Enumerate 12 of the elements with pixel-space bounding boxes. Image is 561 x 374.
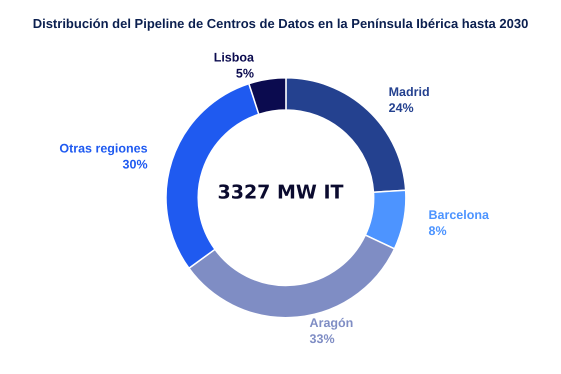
slice-label: Barcelona <box>428 208 490 222</box>
chart-title: Distribución del Pipeline de Centros de Datos en la Península Ibérica hasta 2030 <box>32 16 528 31</box>
data-label: 8% <box>428 224 447 238</box>
slice-label: Aragón <box>310 316 354 330</box>
data-label: 24% <box>388 101 414 116</box>
data-label: 33% <box>310 332 335 346</box>
slice-label: Otras regiones <box>59 141 148 156</box>
data-label: 5% <box>236 66 254 80</box>
slice-label: Madrid <box>388 85 430 100</box>
slice-label: Lisboa <box>214 50 256 64</box>
text: 3327 MW IT <box>218 182 344 204</box>
data-label: 30% <box>122 157 148 172</box>
